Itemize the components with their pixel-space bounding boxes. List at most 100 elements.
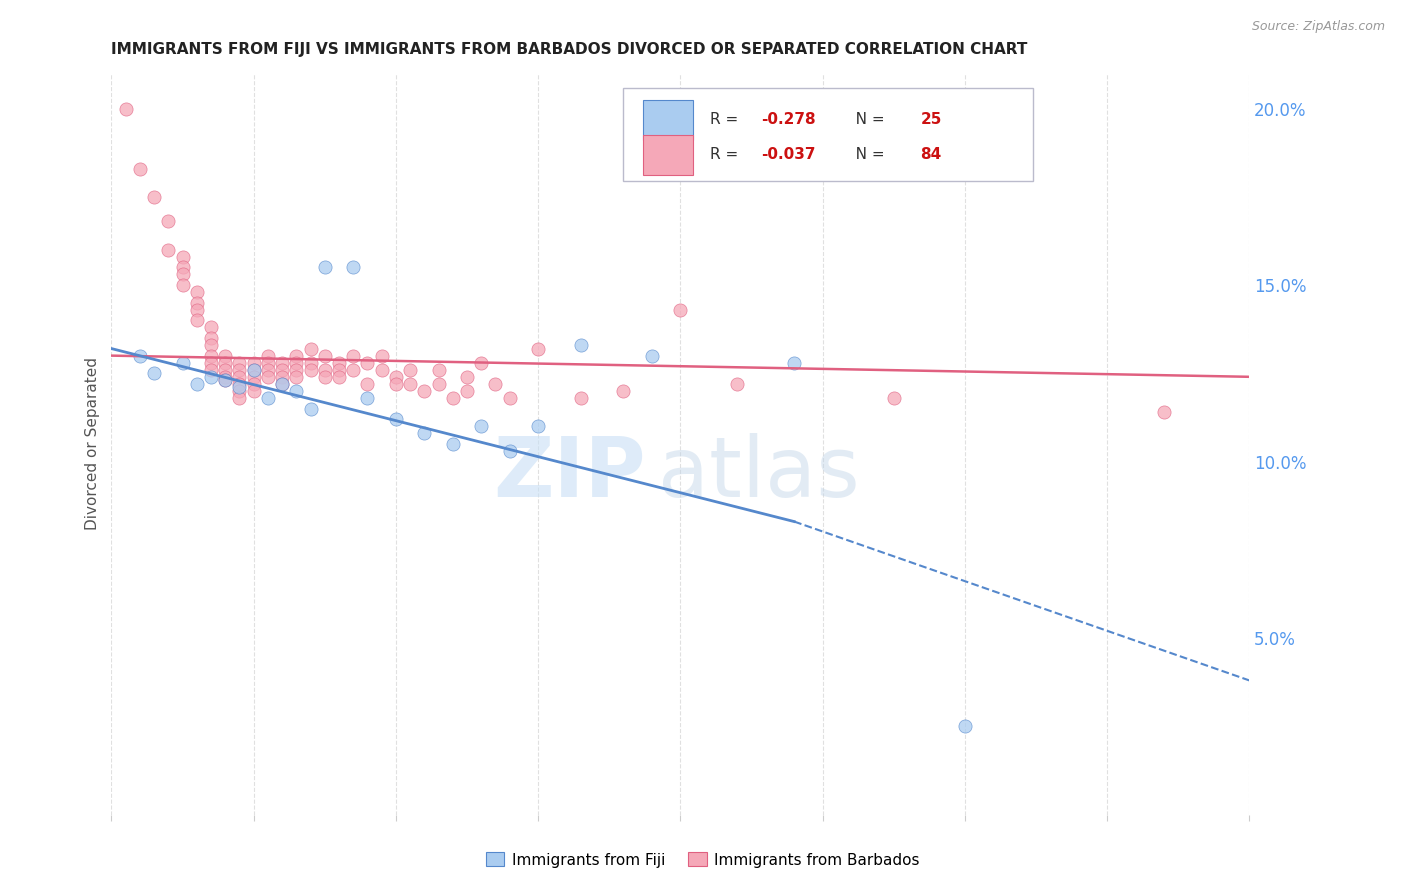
Point: [271, 369, 294, 384]
Point: [328, 363, 350, 377]
Point: [214, 373, 236, 387]
Point: [271, 376, 294, 391]
Point: [569, 391, 592, 405]
Point: [186, 302, 208, 317]
Point: [385, 369, 408, 384]
Point: [143, 190, 166, 204]
Point: [456, 369, 478, 384]
Point: [114, 102, 136, 116]
Point: [228, 391, 250, 405]
Point: [569, 338, 592, 352]
Point: [385, 376, 408, 391]
Point: [242, 356, 264, 370]
Point: [172, 278, 194, 293]
Point: [314, 363, 336, 377]
Point: [257, 349, 280, 363]
Text: -0.037: -0.037: [761, 147, 815, 162]
Point: [228, 356, 250, 370]
Point: [271, 376, 294, 391]
Point: [214, 369, 236, 384]
Point: [228, 384, 250, 398]
Point: [299, 401, 322, 416]
Point: [186, 313, 208, 327]
Point: [271, 356, 294, 370]
Point: [172, 356, 194, 370]
Text: N =: N =: [841, 147, 889, 162]
Text: atlas: atlas: [658, 433, 859, 514]
Point: [257, 369, 280, 384]
Text: Source: ZipAtlas.com: Source: ZipAtlas.com: [1251, 20, 1385, 33]
Point: [128, 349, 150, 363]
Point: [200, 320, 222, 334]
Point: [228, 369, 250, 384]
Point: [427, 363, 450, 377]
Point: [242, 363, 264, 377]
Point: [470, 356, 492, 370]
Point: [242, 369, 264, 384]
Point: [285, 369, 308, 384]
Point: [427, 376, 450, 391]
Point: [200, 331, 222, 345]
Point: [527, 419, 550, 434]
Point: [214, 373, 236, 387]
Point: [470, 419, 492, 434]
Point: [128, 161, 150, 176]
Point: [186, 295, 208, 310]
Point: [314, 260, 336, 275]
Y-axis label: Divorced or Separated: Divorced or Separated: [86, 358, 100, 531]
Point: [953, 719, 976, 733]
Point: [257, 391, 280, 405]
Point: [172, 260, 194, 275]
Point: [641, 349, 664, 363]
Point: [314, 349, 336, 363]
Point: [157, 214, 180, 228]
Point: [143, 366, 166, 380]
Point: [242, 363, 264, 377]
Point: [342, 260, 364, 275]
Point: [200, 369, 222, 384]
Text: N =: N =: [841, 112, 889, 128]
Point: [172, 250, 194, 264]
Point: [299, 356, 322, 370]
Point: [441, 391, 464, 405]
Point: [214, 349, 236, 363]
Point: [328, 356, 350, 370]
Point: [399, 376, 422, 391]
Point: [214, 356, 236, 370]
Point: [413, 426, 436, 441]
Text: -0.278: -0.278: [761, 112, 815, 128]
Point: [456, 384, 478, 398]
Point: [441, 437, 464, 451]
Text: 25: 25: [921, 112, 942, 128]
Point: [484, 376, 506, 391]
Point: [725, 376, 748, 391]
Point: [228, 363, 250, 377]
Point: [883, 391, 905, 405]
Point: [157, 243, 180, 257]
Point: [242, 384, 264, 398]
Point: [186, 285, 208, 299]
Text: IMMIGRANTS FROM FIJI VS IMMIGRANTS FROM BARBADOS DIVORCED OR SEPARATED CORRELATI: IMMIGRANTS FROM FIJI VS IMMIGRANTS FROM …: [111, 42, 1028, 57]
FancyBboxPatch shape: [623, 88, 1033, 181]
Point: [257, 356, 280, 370]
Point: [1153, 405, 1175, 419]
Point: [271, 363, 294, 377]
Point: [314, 369, 336, 384]
Point: [200, 363, 222, 377]
Point: [413, 384, 436, 398]
Text: 84: 84: [921, 147, 942, 162]
FancyBboxPatch shape: [643, 100, 693, 140]
Point: [385, 412, 408, 426]
Point: [498, 444, 520, 458]
Point: [299, 363, 322, 377]
Point: [172, 268, 194, 282]
Point: [285, 356, 308, 370]
Point: [527, 342, 550, 356]
Point: [356, 356, 378, 370]
Point: [285, 363, 308, 377]
Point: [200, 338, 222, 352]
Point: [257, 363, 280, 377]
Point: [228, 380, 250, 394]
Text: ZIP: ZIP: [494, 433, 647, 514]
Point: [370, 363, 392, 377]
